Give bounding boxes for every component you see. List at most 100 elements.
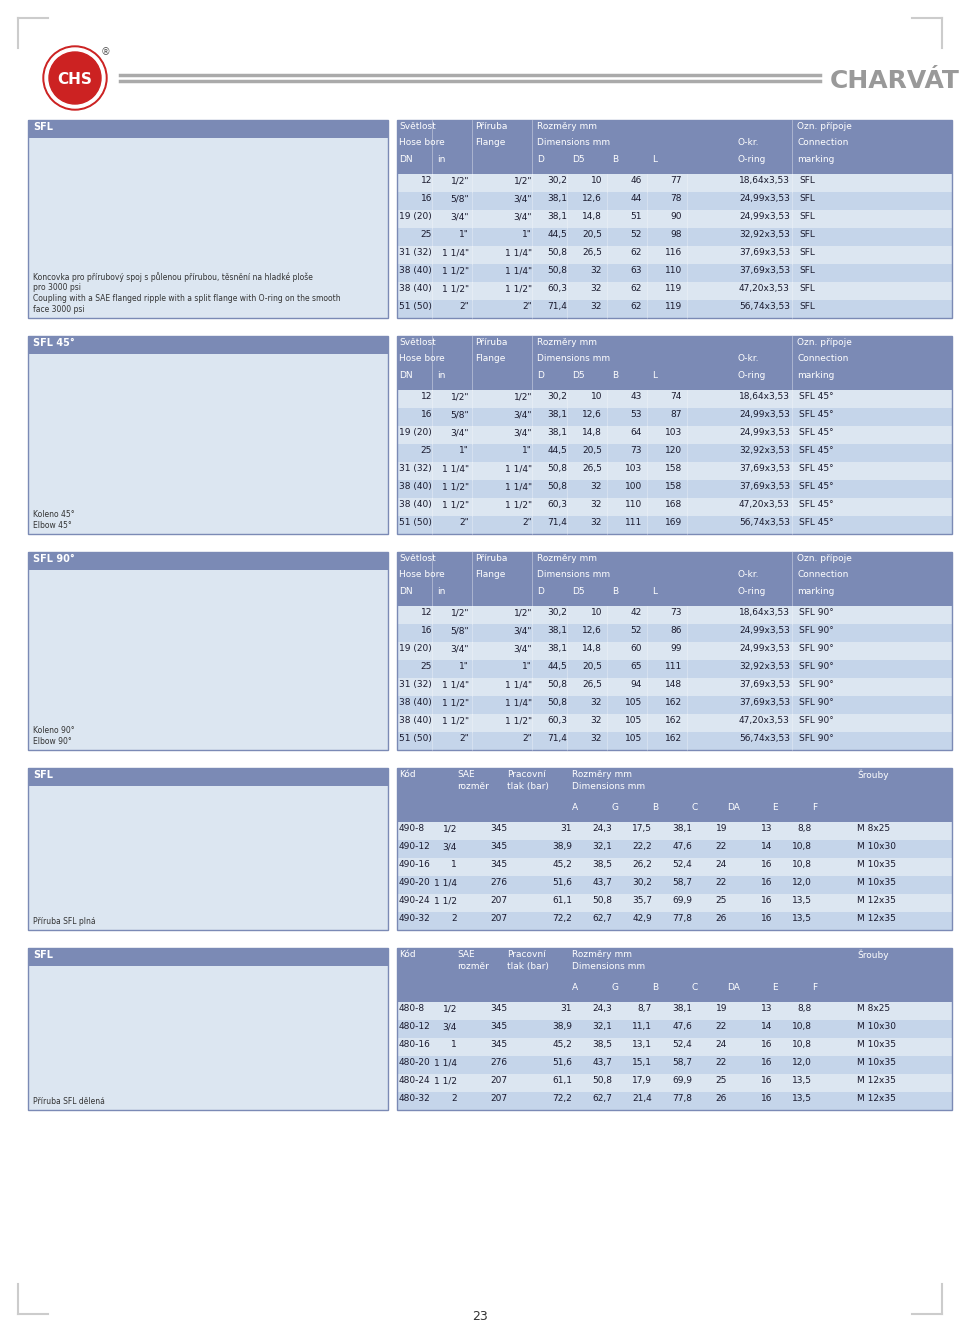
Text: 31 (32): 31 (32)	[399, 248, 432, 257]
Text: B: B	[652, 803, 659, 813]
Text: 30,2: 30,2	[547, 392, 567, 401]
Text: 5/8": 5/8"	[450, 626, 469, 635]
Text: SFL 90°: SFL 90°	[799, 626, 833, 635]
Text: 490-32: 490-32	[399, 914, 431, 923]
Text: 2": 2"	[522, 518, 532, 527]
Text: in: in	[437, 155, 445, 164]
Text: 14,8: 14,8	[582, 428, 602, 437]
Text: E: E	[772, 983, 778, 992]
Text: B: B	[652, 983, 659, 992]
Bar	[397, 840, 952, 858]
Text: Pracovní: Pracovní	[507, 770, 545, 779]
Text: 50,8: 50,8	[592, 1076, 612, 1086]
Text: M 12x35: M 12x35	[857, 1094, 896, 1103]
Text: 162: 162	[665, 734, 682, 743]
Text: SFL: SFL	[33, 950, 53, 960]
Text: 30,2: 30,2	[547, 176, 567, 185]
Text: 73: 73	[670, 607, 682, 617]
Text: 1": 1"	[459, 230, 469, 238]
Text: 3/4: 3/4	[443, 1022, 457, 1031]
Text: D: D	[537, 587, 544, 595]
Text: 1 1/4: 1 1/4	[434, 1058, 457, 1067]
Bar	[397, 714, 952, 733]
Text: 16: 16	[760, 1058, 772, 1067]
Text: SFL: SFL	[33, 770, 53, 781]
Text: M 12x35: M 12x35	[857, 1076, 896, 1086]
Text: 38 (40): 38 (40)	[399, 500, 432, 509]
Text: 3/4": 3/4"	[450, 212, 469, 221]
Text: 51,6: 51,6	[552, 1058, 572, 1067]
Text: 38 (40): 38 (40)	[399, 482, 432, 492]
Text: 105: 105	[625, 698, 642, 707]
Text: 1 1/4": 1 1/4"	[505, 698, 532, 707]
Text: 24,99x3,53: 24,99x3,53	[739, 194, 790, 202]
Text: Ozn. přípoje: Ozn. přípoje	[797, 123, 852, 131]
Text: 24: 24	[716, 1040, 727, 1050]
Circle shape	[47, 51, 103, 107]
Text: 10: 10	[590, 607, 602, 617]
Text: 158: 158	[664, 464, 682, 473]
Text: 490-12: 490-12	[399, 842, 431, 851]
Bar	[397, 336, 952, 390]
Text: 37,69x3,53: 37,69x3,53	[739, 248, 790, 257]
Text: 1: 1	[451, 860, 457, 868]
Text: D: D	[537, 372, 544, 380]
Text: 32,1: 32,1	[592, 1022, 612, 1031]
Text: Ozn. přípoje: Ozn. přípoje	[797, 338, 852, 348]
Text: 10,8: 10,8	[792, 1022, 812, 1031]
Text: 38 (40): 38 (40)	[399, 698, 432, 707]
Text: D5: D5	[572, 372, 585, 380]
Text: 50,8: 50,8	[547, 464, 567, 473]
Text: 77: 77	[670, 176, 682, 185]
Text: 345: 345	[490, 825, 507, 832]
Text: 5/8": 5/8"	[450, 194, 469, 202]
Text: 60,3: 60,3	[547, 500, 567, 509]
Text: Flange: Flange	[475, 354, 505, 364]
Text: C: C	[692, 803, 698, 813]
Text: 50,8: 50,8	[547, 248, 567, 257]
Text: 1 1/4": 1 1/4"	[505, 266, 532, 274]
Text: 3/4": 3/4"	[514, 643, 532, 653]
Text: 51 (50): 51 (50)	[399, 734, 432, 743]
Text: 50,8: 50,8	[547, 266, 567, 274]
Text: 22: 22	[716, 1022, 727, 1031]
Text: SFL: SFL	[33, 123, 53, 132]
Text: 24,99x3,53: 24,99x3,53	[739, 428, 790, 437]
Text: 32: 32	[590, 500, 602, 509]
Text: 38,9: 38,9	[552, 842, 572, 851]
Text: 22: 22	[716, 1058, 727, 1067]
Text: 43: 43	[631, 392, 642, 401]
Text: 18,64x3,53: 18,64x3,53	[739, 607, 790, 617]
Text: 38,1: 38,1	[672, 1004, 692, 1014]
Text: rozměr: rozměr	[457, 962, 489, 971]
Text: 32: 32	[590, 734, 602, 743]
Bar	[397, 822, 952, 840]
Bar	[397, 426, 952, 444]
Text: 24: 24	[716, 860, 727, 868]
Text: 16: 16	[760, 1040, 772, 1050]
Text: DN: DN	[399, 587, 413, 595]
Text: SFL 45°: SFL 45°	[799, 482, 833, 492]
Text: 1 1/4: 1 1/4	[434, 878, 457, 887]
Text: 3/4: 3/4	[443, 842, 457, 851]
Text: CHS: CHS	[58, 72, 92, 88]
Text: 47,6: 47,6	[672, 1022, 692, 1031]
Bar	[397, 678, 952, 697]
Bar	[397, 1038, 952, 1056]
Bar	[397, 1056, 952, 1074]
Text: 25: 25	[715, 896, 727, 904]
Text: 12,6: 12,6	[582, 626, 602, 635]
Text: 24,3: 24,3	[592, 1004, 612, 1014]
Text: 31: 31	[561, 825, 572, 832]
Text: Elbow 45°: Elbow 45°	[33, 521, 72, 530]
Text: Flange: Flange	[475, 139, 505, 147]
Text: 14: 14	[760, 1022, 772, 1031]
Bar	[397, 498, 952, 515]
Bar	[397, 606, 952, 623]
Text: O-ring: O-ring	[737, 372, 765, 380]
Text: 3/4": 3/4"	[514, 212, 532, 221]
Bar	[397, 912, 952, 930]
Text: 490-16: 490-16	[399, 860, 431, 868]
Bar	[397, 282, 952, 300]
Text: 22,2: 22,2	[633, 842, 652, 851]
